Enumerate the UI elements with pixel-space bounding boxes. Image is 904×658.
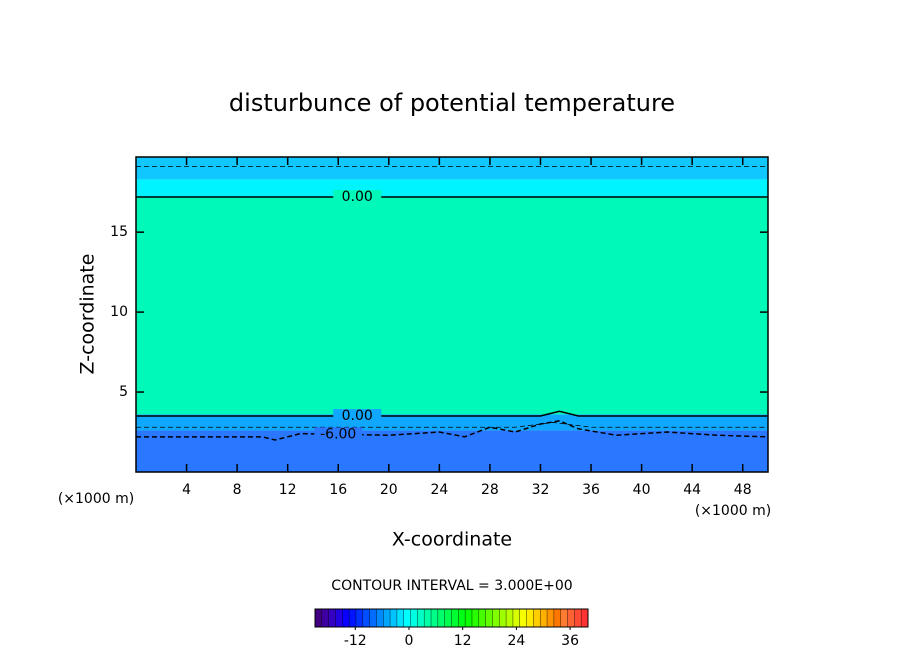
contour-label: -6.00 [320, 426, 356, 442]
colorbar-segment [553, 609, 562, 627]
contour-line [136, 420, 769, 441]
colorbar-segment [362, 609, 371, 627]
colorbar-segment [383, 609, 391, 627]
colorbar-segment [444, 609, 452, 627]
colorbar-segment [533, 609, 541, 627]
colorbar-tick-label: 24 [507, 633, 525, 649]
colorbar-segment [492, 609, 500, 627]
x-tick-label: 44 [683, 482, 701, 498]
x-tick-label: 32 [532, 482, 550, 498]
colorbar-segment [485, 609, 493, 627]
x-tick-label: 20 [380, 482, 398, 498]
colorbar-segment [451, 609, 459, 627]
y-unit: (×1000 m) [58, 491, 134, 507]
colorbar-segment [519, 609, 528, 627]
contour-label-bg [333, 189, 382, 204]
chart-title: disturbunce of potential temperature [229, 89, 675, 117]
colorbar-segment [471, 609, 480, 627]
colorbar-segment [458, 609, 466, 627]
colorbar-segment [335, 609, 343, 627]
colorbar-segment [349, 609, 357, 627]
contour-label-bg [314, 427, 363, 442]
y-tick-label: 10 [110, 304, 128, 320]
x-tick-label: 8 [233, 482, 242, 498]
y-tick-label: 15 [110, 224, 128, 240]
y-tick-label: 5 [119, 384, 128, 400]
contour-band [136, 414, 768, 431]
colorbar-segment [547, 609, 555, 627]
plot-frame [135, 156, 769, 473]
contour-band [136, 157, 768, 180]
contour-band [136, 196, 768, 415]
colorbar-segment [581, 609, 589, 627]
colorbar-segment [342, 609, 350, 627]
colorbar-segment [390, 609, 398, 627]
colorbar-tick-label: 12 [454, 633, 472, 649]
colorbar-segment [328, 609, 336, 627]
x-tick-label: 24 [430, 482, 448, 498]
colorbar-segment [376, 609, 384, 627]
colorbar-segment [560, 609, 569, 627]
x-tick-label: 40 [633, 482, 651, 498]
colorbar-segment [574, 609, 582, 627]
colorbar-segment [321, 609, 330, 627]
colorbar-segment [506, 609, 514, 627]
contour-label: 0.00 [342, 189, 373, 205]
y-axis-label: Z-coordinate [77, 254, 99, 375]
colorbar-segment [540, 609, 548, 627]
contour-band [136, 430, 768, 472]
colorbar-segment [410, 609, 418, 627]
contour-line [136, 410, 768, 417]
colorbar-segment [417, 609, 425, 627]
colorbar-segment [431, 609, 439, 627]
contour-label: 0.00 [342, 408, 373, 424]
colorbar-segment [396, 609, 405, 627]
colorbar-segment [465, 609, 473, 627]
colorbar-segment [512, 609, 521, 627]
colorbar-segment [567, 609, 575, 627]
colorbar-segment [315, 609, 323, 627]
colorbar-segment [499, 609, 507, 627]
x-tick-label: 12 [279, 482, 297, 498]
x-axis-label: X-coordinate [392, 529, 512, 551]
contour-label-bg [333, 409, 382, 424]
x-tick-label: 36 [582, 482, 600, 498]
x-tick-label: 16 [329, 482, 347, 498]
colorbar-tick-label: 36 [561, 633, 579, 649]
colorbar-segment [526, 609, 534, 627]
colorbar-frame [314, 608, 589, 628]
colorbar-segment [424, 609, 432, 627]
colorbar-segment [478, 609, 487, 627]
x-tick-label: 4 [182, 482, 191, 498]
colorbar-segment [403, 609, 412, 627]
colorbar-segment [369, 609, 377, 627]
contour-band [136, 179, 768, 197]
x-unit: (×1000 m) [695, 503, 771, 519]
contour-interval: CONTOUR INTERVAL = 3.000E+00 [331, 578, 572, 594]
colorbar-tick-label: 0 [405, 633, 414, 649]
colorbar-segment [437, 609, 446, 627]
x-tick-label: 48 [734, 482, 752, 498]
colorbar-tick-label: -12 [344, 633, 367, 649]
x-tick-label: 28 [481, 482, 499, 498]
colorbar-segment [355, 609, 364, 627]
contour-line [136, 422, 768, 428]
